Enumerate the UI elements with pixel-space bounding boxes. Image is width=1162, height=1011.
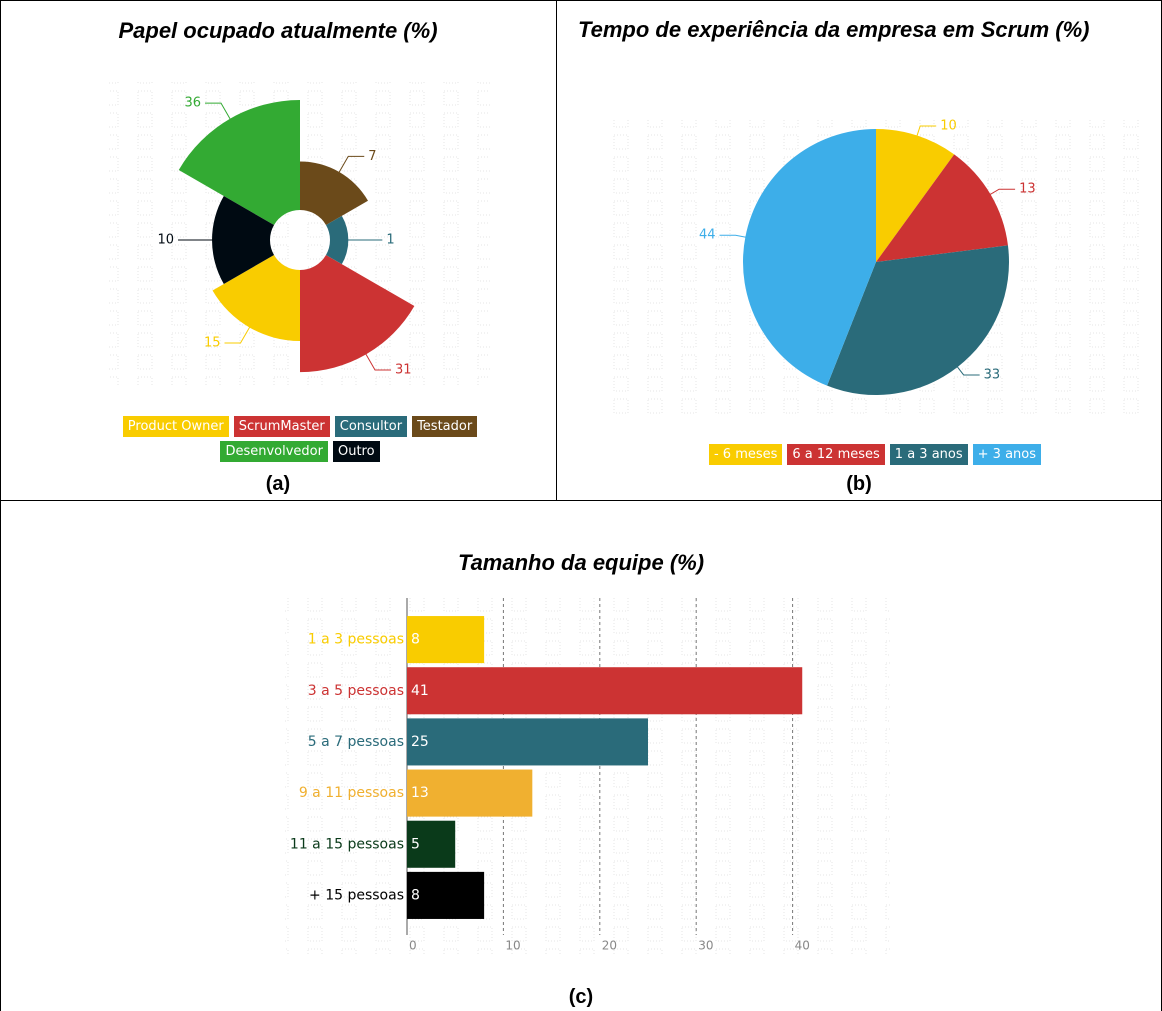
x-tick-label: 40 bbox=[795, 939, 810, 953]
data-label: 44 bbox=[699, 228, 716, 243]
leader-line bbox=[363, 350, 392, 371]
leader-line bbox=[719, 234, 752, 239]
y-tick-label: 9 a 11 pessoas bbox=[299, 785, 404, 801]
legend-item: Outro bbox=[332, 441, 380, 462]
legend-item: Product Owner bbox=[122, 416, 229, 437]
bar bbox=[407, 616, 485, 664]
data-label: 8 bbox=[411, 632, 420, 648]
legend-item: 1 a 3 anos bbox=[889, 444, 968, 465]
bar bbox=[407, 769, 533, 817]
legend-item: Consultor bbox=[334, 416, 408, 437]
bar bbox=[407, 871, 485, 919]
data-label: 41 bbox=[411, 683, 429, 699]
bar bbox=[407, 667, 803, 715]
legend-item: Desenvolvedor bbox=[220, 441, 328, 462]
legend-item: ScrumMaster bbox=[233, 416, 330, 437]
pie-slice bbox=[876, 154, 1008, 262]
data-label: 7 bbox=[368, 149, 376, 164]
data-label: 8 bbox=[411, 887, 420, 903]
pie-slice bbox=[827, 245, 1009, 395]
data-label: 25 bbox=[411, 734, 429, 750]
chart-title: Tempo de experiência da empresa em Scrum… bbox=[578, 17, 1090, 42]
polar-segment bbox=[300, 255, 415, 373]
data-label: 10 bbox=[157, 233, 174, 248]
data-label: 5 bbox=[411, 836, 420, 852]
caption: (c) bbox=[568, 986, 594, 1008]
legend: Product Owner ScrumMaster Consultor Testado… bbox=[120, 416, 480, 462]
leader-line bbox=[205, 102, 233, 123]
data-label: 36 bbox=[184, 96, 201, 111]
y-tick-label: 1 a 3 pessoas bbox=[308, 632, 404, 648]
caption: (b) bbox=[846, 473, 872, 495]
caption: (a) bbox=[265, 473, 291, 495]
y-tick-label: 5 a 7 pessoas bbox=[308, 734, 404, 750]
leader-line bbox=[224, 323, 252, 344]
data-label: 10 bbox=[940, 118, 957, 133]
data-label: 31 bbox=[395, 362, 412, 377]
x-tick-label: 30 bbox=[698, 939, 713, 953]
data-label: 33 bbox=[984, 367, 1001, 382]
polar-segment bbox=[212, 196, 275, 284]
legend-item: 6 a 12 meses bbox=[787, 444, 885, 465]
bar bbox=[407, 718, 648, 766]
y-tick-label: 11 a 15 pessoas bbox=[290, 836, 404, 852]
polar-segment bbox=[178, 100, 300, 225]
pie-slice bbox=[742, 129, 876, 386]
x-tick-label: 20 bbox=[602, 939, 617, 953]
pie-slice bbox=[876, 129, 955, 262]
leader-line bbox=[953, 362, 980, 376]
leader-line bbox=[914, 125, 937, 142]
legend: - 6 meses 6 a 12 meses 1 a 3 anos + 3 anos bbox=[620, 444, 1130, 465]
data-label: 13 bbox=[411, 785, 429, 801]
y-tick-label: 3 a 5 pessoas bbox=[308, 683, 404, 699]
data-label: 1 bbox=[386, 233, 394, 248]
data-label: 15 bbox=[204, 336, 221, 351]
background-pattern bbox=[285, 598, 890, 955]
polar-segment bbox=[300, 161, 368, 225]
legend-item: - 6 meses bbox=[708, 444, 783, 465]
polar-segment bbox=[325, 215, 349, 265]
chart-title: Tamanho da equipe (%) bbox=[457, 550, 705, 575]
polar-segment bbox=[212, 255, 300, 342]
y-tick-label: + 15 pessoas bbox=[309, 887, 404, 903]
x-tick-label: 0 bbox=[409, 939, 417, 953]
x-tick-label: 10 bbox=[505, 939, 520, 953]
data-label: 13 bbox=[1019, 182, 1036, 197]
leader-line bbox=[985, 188, 1016, 198]
leader-line bbox=[336, 155, 365, 176]
legend-item: Testador bbox=[412, 416, 478, 437]
bar bbox=[407, 820, 456, 868]
chart-title: Papel ocupado atualmente (%) bbox=[118, 18, 438, 43]
legend-item: + 3 anos bbox=[972, 444, 1042, 465]
